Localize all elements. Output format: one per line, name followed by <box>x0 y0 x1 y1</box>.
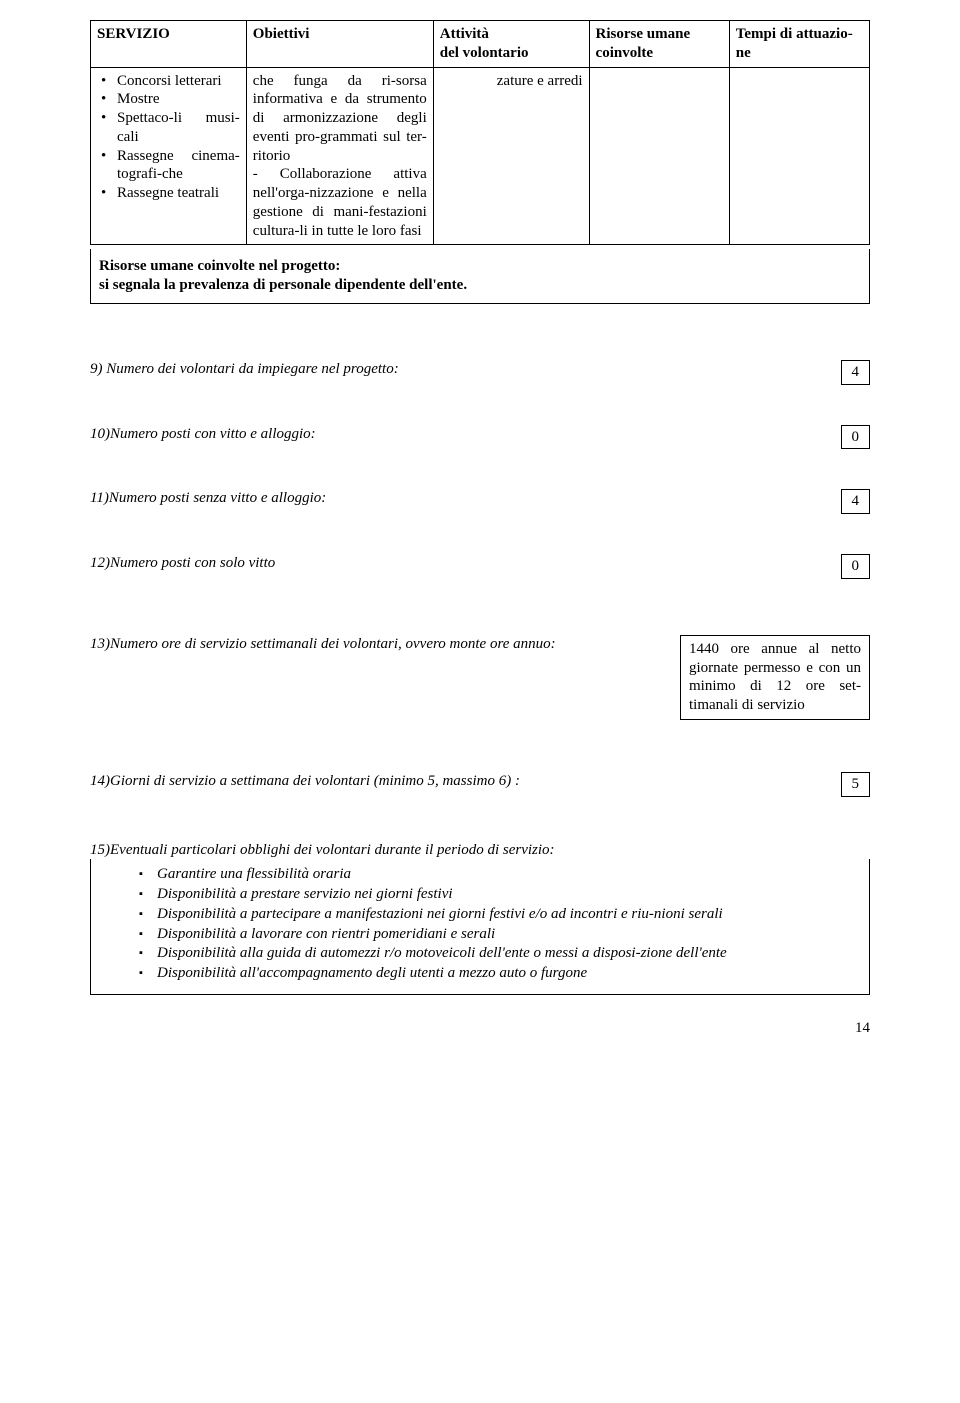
risorse-line2: si segnala la prevalenza di personale di… <box>99 276 861 295</box>
page-number: 14 <box>90 1019 870 1038</box>
q12-value: 0 <box>841 554 871 579</box>
cell-tempi <box>729 67 869 245</box>
th-attivita: Attività del volontario <box>433 21 589 68</box>
th-risorse: Risorse umane coinvolte <box>589 21 729 68</box>
q15-list: Garantire una flessibilità oraria Dispon… <box>99 865 861 983</box>
risorse-line1: Risorse umane coinvolte nel progetto: <box>99 257 861 276</box>
list-item: Disponibilità a partecipare a manifestaz… <box>157 905 861 924</box>
q11-label: 11)Numero posti senza vitto e alloggio: <box>90 489 829 508</box>
q13-label: 13)Numero ore di servizio settimanali de… <box>90 635 668 654</box>
th-tempi-l1: Tempi di attuazio- <box>736 26 853 42</box>
q12-label: 12)Numero posti con solo vitto <box>90 554 829 573</box>
list-item: Rassegne cinema-tografi-che <box>117 147 240 185</box>
th-servizio: SERVIZIO <box>91 21 247 68</box>
q11-value: 4 <box>841 489 871 514</box>
q9-label: 9) Numero dei volontari da impiegare nel… <box>90 360 829 379</box>
th-attivita-l1: Attività <box>440 26 489 42</box>
q15-label: 15)Eventuali particolari obblighi dei vo… <box>90 841 870 860</box>
th-attivita-l2: del volontario <box>440 45 529 61</box>
q14-label: 14)Giorni di servizio a settimana dei vo… <box>90 772 829 791</box>
q10-value: 0 <box>841 425 871 450</box>
list-item: Concorsi letterari <box>117 72 240 91</box>
cell-servizio: Concorsi letterari Mostre Spettaco-li mu… <box>91 67 247 245</box>
risorse-umane-box: Risorse umane coinvolte nel progetto: si… <box>90 249 870 304</box>
q9-value: 4 <box>841 360 871 385</box>
list-item: Disponibilità a lavorare con rientri pom… <box>157 925 861 944</box>
servizio-list: Concorsi letterari Mostre Spettaco-li mu… <box>97 72 240 203</box>
list-item: Spettaco-li musi-cali <box>117 109 240 147</box>
q15-box: Garantire una flessibilità oraria Dispon… <box>90 859 870 995</box>
q10-label: 10)Numero posti con vitto e alloggio: <box>90 425 829 444</box>
th-tempi: Tempi di attuazio- ne <box>729 21 869 68</box>
cell-risorse <box>589 67 729 245</box>
th-risorse-l2: coinvolte <box>596 45 654 61</box>
th-tempi-l2: ne <box>736 45 751 61</box>
list-item: Rassegne teatrali <box>117 184 240 203</box>
th-risorse-l1: Risorse umane <box>596 26 691 42</box>
list-item: Disponibilità a prestare servizio nei gi… <box>157 885 861 904</box>
th-obiettivi: Obiettivi <box>246 21 433 68</box>
cell-attivita: zature e arredi <box>433 67 589 245</box>
list-item: Mostre <box>117 90 240 109</box>
list-item: Disponibilità alla guida di automezzi r/… <box>157 944 861 963</box>
list-item: Disponibilità all'accompagnamento degli … <box>157 964 861 983</box>
q13-value: 1440 ore annue al netto giornate permess… <box>680 635 870 720</box>
q14-value: 5 <box>841 772 871 797</box>
service-table: SERVIZIO Obiettivi Attività del volontar… <box>90 20 870 245</box>
cell-obiettivi: che funga da ri-sorsa informativa e da s… <box>246 67 433 245</box>
list-item: Garantire una flessibilità oraria <box>157 865 861 884</box>
